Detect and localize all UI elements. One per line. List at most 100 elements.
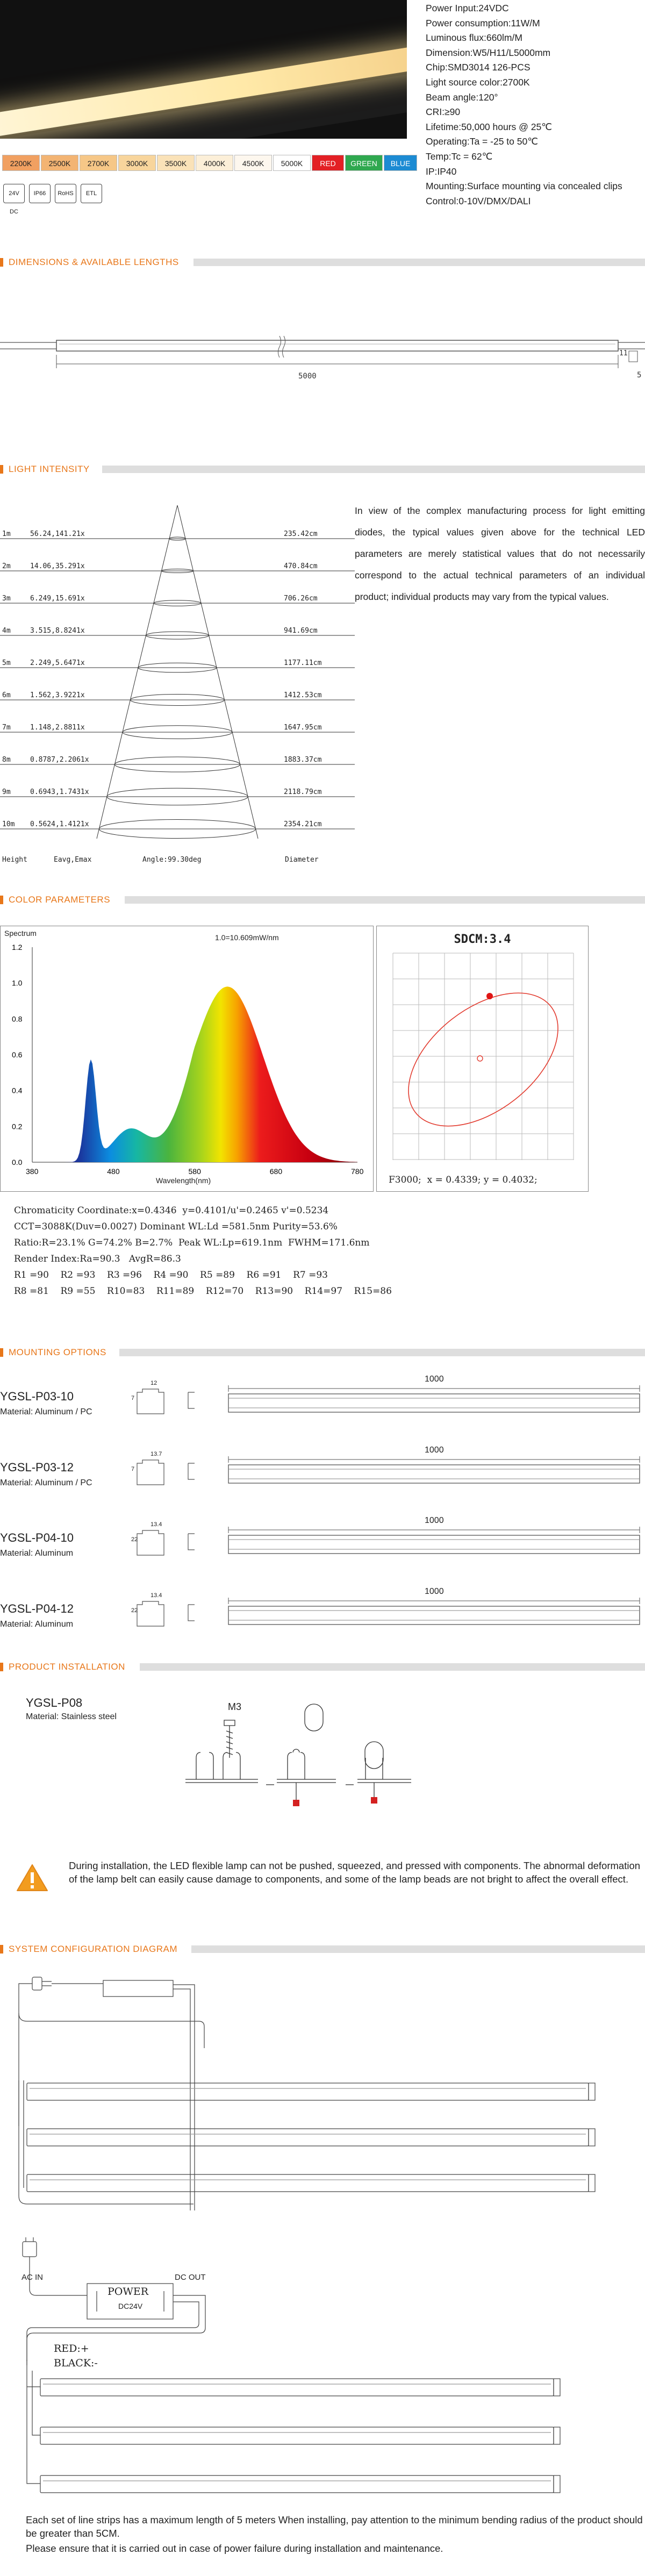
- y-tick-label: 0.2: [12, 1122, 23, 1130]
- width-label: 5: [637, 371, 642, 380]
- x-tick-label: 380: [26, 1167, 39, 1176]
- profile-length: 1000: [425, 1375, 444, 1384]
- mount-material: Material: Aluminum: [0, 1549, 74, 1558]
- swatch-3500k: 3500K: [157, 155, 195, 171]
- row-diameter: 941.69cm: [284, 627, 318, 635]
- installation-warning: During installation, the LED flexible la…: [69, 1860, 641, 1885]
- swatch-3000k: 3000K: [118, 155, 156, 171]
- row-eavg: 2.249,5.6471x: [30, 659, 85, 667]
- clip-model: YGSL-P08: [26, 1696, 83, 1709]
- section-header-mounting: MOUNTING OPTIONS: [0, 1347, 645, 1358]
- color-temperature-swatches: 2200K 2500K 2700K 3000K 3500K 4000K 4500K 5000K…: [2, 155, 418, 171]
- angle-header: Angle:99.30deg: [142, 856, 202, 864]
- section-header-dimensions: DIMENSIONS & AVAILABLE LENGTHS: [0, 256, 645, 268]
- mount-material: Material: Aluminum / PC: [0, 1478, 92, 1487]
- black-wire-label: BLACK:-: [54, 2357, 98, 2369]
- intensity-row: 4m 3.515,8.8241x 941.69cm: [0, 624, 355, 641]
- row-diameter: 2354.21cm: [284, 820, 322, 828]
- profile-cross-section: [137, 1459, 195, 1485]
- swatch-red: RED: [312, 155, 344, 171]
- mount-material: Material: Aluminum: [0, 1620, 74, 1629]
- light-intensity-cone: [0, 505, 355, 839]
- dc24v-label: DC24V: [118, 2302, 143, 2310]
- profile-length-drawing: [228, 1527, 640, 1554]
- row-eavg: 0.6943,1.7431x: [30, 788, 89, 796]
- row-height: 1m: [2, 530, 11, 538]
- section-title: LIGHT INTENSITY: [9, 464, 90, 474]
- section-header-system: SYSTEM CONFIGURATION DIAGRAM: [0, 1943, 645, 1955]
- profile-dim-2: 7: [131, 1466, 135, 1472]
- x-tick-label: 780: [351, 1167, 364, 1176]
- mount-model: YGSL-P03-12: [0, 1461, 74, 1474]
- section-header-color-parameters: COLOR PARAMETERS: [0, 894, 645, 906]
- sdcm-caption: F3000; x = 0.4339; y = 0.4032;: [389, 1175, 538, 1185]
- swatch-4500k: 4500K: [234, 155, 272, 171]
- intensity-row: 9m 0.6943,1.7431x 2118.79cm: [0, 785, 355, 802]
- row-height: 9m: [2, 788, 11, 796]
- x-tick-label: 680: [270, 1167, 283, 1176]
- profile-cross-section: [137, 1601, 195, 1627]
- y-tick-label: 0.4: [12, 1086, 23, 1095]
- red-wire-label: RED:+: [54, 2343, 89, 2355]
- color-line: Chromaticity Coordinate:x=0.4346 y=0.410…: [14, 1205, 329, 1216]
- intensity-row: 8m 0.8787,2.2061x 1883.37cm: [0, 753, 355, 770]
- spec-item: IP:IP40: [426, 166, 457, 177]
- color-line: Ratio:R=23.1% G=74.2% B=2.7% Peak WL:Lp=…: [14, 1237, 370, 1248]
- x-tick-label: 480: [107, 1167, 120, 1176]
- row-diameter: 2118.79cm: [284, 788, 322, 796]
- intensity-row: 7m 1.148,2.8811x 1647.95cm: [0, 720, 355, 738]
- swatch-green: GREEN: [345, 155, 383, 171]
- warning-icon: [17, 1864, 48, 1891]
- row-height: 6m: [2, 691, 11, 699]
- dimension-drawing: [0, 335, 645, 368]
- profile-dim-1: 13.4: [150, 1592, 162, 1599]
- row-eavg: 0.8787,2.2061x: [30, 756, 89, 764]
- mount-model: YGSL-P04-12: [0, 1602, 74, 1615]
- profile-dim-2: 7: [131, 1395, 135, 1401]
- installation-drawing: [185, 1704, 411, 1806]
- spec-item: Temp:Tc = 62℃: [426, 151, 493, 162]
- row-diameter: 470.84cm: [284, 562, 318, 570]
- spectrum-xlabel: Wavelength(nm): [156, 1176, 211, 1185]
- spec-item: Mounting:Surface mounting via concealed …: [426, 181, 622, 192]
- spec-item: Chip:SMD3014 126-PCS: [426, 62, 531, 73]
- light-intensity-note: In view of the complex manufacturing pro…: [355, 505, 645, 602]
- spec-item: Power consumption:11W/M: [426, 17, 540, 28]
- row-height: 4m: [2, 627, 11, 635]
- ac-in-label: AC IN: [22, 2273, 44, 2282]
- profile-length-drawing: [228, 1385, 640, 1413]
- swatch-2500k: 2500K: [41, 155, 78, 171]
- section-title: DIMENSIONS & AVAILABLE LENGTHS: [9, 257, 179, 267]
- profile-length: 1000: [425, 1516, 444, 1525]
- profile-cross-section: [137, 1389, 195, 1414]
- section-title: COLOR PARAMETERS: [9, 895, 111, 905]
- profile-length: 1000: [425, 1446, 444, 1455]
- spec-item: Light source color:2700K: [426, 76, 530, 88]
- ip66-icon: IP66: [29, 184, 51, 203]
- profile-cross-section: [137, 1530, 195, 1556]
- dc-out-label: DC OUT: [175, 2273, 206, 2282]
- spec-list: Power Input:24VDC Power consumption:11W/…: [426, 1, 641, 209]
- sdcm-panel: SDCM:3.4 F3000; x = 0.4339; y = 0.4032;: [376, 926, 589, 1192]
- swatch-5000k: 5000K: [273, 155, 311, 171]
- spectrum-chart: 1.2 1.0 0.8 0.6 0.4 0.2 0.0 380 480 580 680 780: [0, 926, 374, 1192]
- screw-label: M3: [228, 1701, 242, 1712]
- system-note-2: Please ensure that it is carried out in …: [26, 2543, 443, 2554]
- spec-item: Beam angle:120°: [426, 91, 498, 103]
- y-tick-label: 0.8: [12, 1014, 23, 1023]
- spectrum-title: Spectrum: [4, 929, 37, 938]
- intensity-row: 6m 1.562,3.9221x 1412.53cm: [0, 688, 355, 705]
- row-eavg: 0.5624,1.4121x: [30, 820, 89, 828]
- spec-item: Power Input:24VDC: [426, 3, 509, 13]
- sdcm-ellipse-chart: [392, 953, 574, 1160]
- color-line: R1 =90 R2 =93 R3 =96 R4 =90 R5 =89 R6 =9…: [14, 1270, 328, 1280]
- color-line: CCT=3088K(Duv=0.0027) Dominant WL:Ld =58…: [14, 1221, 338, 1232]
- height-label: 11: [619, 349, 628, 357]
- profile-dim-1: 12: [150, 1380, 157, 1386]
- spec-item: Control:0-10V/DMX/DALI: [426, 195, 531, 206]
- certification-icons: 24V DC IP66 RoHS ETL: [3, 184, 102, 215]
- row-diameter: 1412.53cm: [284, 691, 322, 699]
- swatch-blue: BLUE: [384, 155, 417, 171]
- row-height: 5m: [2, 659, 11, 667]
- profile-length-drawing: [228, 1456, 640, 1484]
